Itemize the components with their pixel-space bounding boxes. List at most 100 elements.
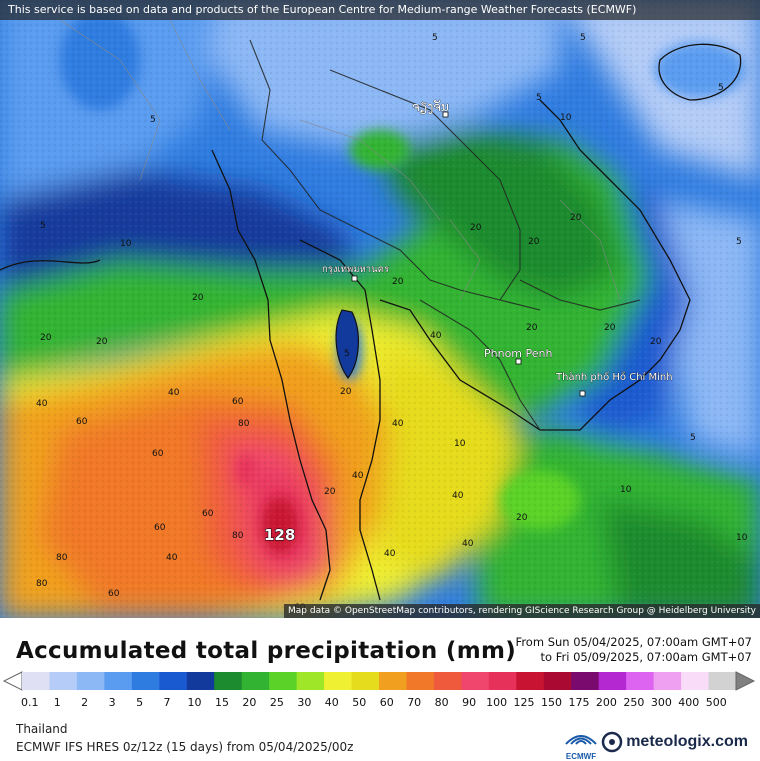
contour-label: 20	[40, 333, 52, 343]
legend-swatch	[406, 672, 435, 690]
legend-tick-label: 25	[270, 696, 284, 709]
legend-swatch	[379, 672, 407, 690]
precipitation-map[interactable]: 5 5 10 20 20 20 40 40 60 60 60 80 60 60 …	[0, 0, 760, 618]
lake-tonle-sap	[335, 309, 359, 380]
admin-borders	[59, 19, 621, 301]
legend-tick-label: 60	[380, 696, 394, 709]
time-period: From Sun 05/04/2025, 07:00am GMT+07 to F…	[516, 635, 752, 665]
legend-tick-label: 2	[81, 696, 88, 709]
contour-label: 60	[232, 397, 244, 407]
legend-tick-label: 200	[596, 696, 617, 709]
legend-arrow-right	[735, 671, 756, 691]
contour-label: 10	[120, 239, 132, 249]
legend-swatch	[351, 672, 380, 690]
map-attribution[interactable]: Map data © OpenStreetMap contributors, r…	[284, 604, 760, 618]
contour-label: 10	[560, 113, 572, 123]
contour-label: 60	[152, 449, 164, 459]
legend-swatch	[708, 672, 737, 690]
legend-swatch	[269, 672, 298, 690]
city-marker	[579, 390, 586, 397]
contour-label: 40	[452, 491, 464, 501]
meteologix-brand[interactable]: meteologix.com	[601, 730, 748, 754]
city-labels: ຈຽງຈັນ กรุงเทพมหานคร Phnom Penh Thành ph…	[322, 99, 673, 383]
contour-label: 80	[238, 419, 250, 429]
contour-label: 40	[166, 553, 178, 563]
legend-swatch	[324, 672, 353, 690]
contour-label: 20	[604, 323, 616, 333]
legend-tick-label: 300	[651, 696, 672, 709]
legend-swatch	[681, 672, 710, 690]
ecmwf-text: ECMWF	[565, 752, 597, 761]
contour-label: 80	[56, 553, 68, 563]
contour-label: 10	[454, 439, 466, 449]
legend-tick-label: 500	[706, 696, 727, 709]
legend-swatch	[653, 672, 682, 690]
legend-tick-label: 250	[623, 696, 644, 709]
model-info: ECMWF IFS HRES 0z/12z (15 days) from 05/…	[16, 740, 354, 754]
contour-label: 20	[470, 223, 482, 233]
contour-label: 10	[736, 533, 748, 543]
legend-swatch	[598, 672, 627, 690]
contour-label: 20	[192, 293, 204, 303]
contour-label: 60	[202, 509, 214, 519]
legend-tick-label: 150	[541, 696, 562, 709]
legend-swatch	[516, 672, 545, 690]
city-marker	[515, 358, 522, 365]
legend-tick-label: 1	[54, 696, 61, 709]
contour-label: 60	[108, 589, 120, 599]
meteologix-text: meteologix.com	[626, 733, 748, 750]
contour-label: 5	[432, 33, 438, 43]
contour-label: 5	[536, 93, 542, 103]
contour-labels: 5 5 10 20 20 20 40 40 60 60 60 80 60 60 …	[36, 33, 748, 613]
contour-label: 40	[168, 388, 180, 398]
contour-label: 5	[736, 237, 742, 247]
legend-swatch	[433, 672, 462, 690]
legend-tick-label: 20	[242, 696, 256, 709]
contour-label: 60	[154, 523, 166, 533]
legend-tick-label: 30	[297, 696, 311, 709]
legend-tick-label: 40	[325, 696, 339, 709]
legend-swatch	[461, 672, 490, 690]
contour-label: 80	[232, 531, 244, 541]
legend-swatch	[131, 672, 160, 690]
contour-label: 5	[344, 349, 350, 359]
city-label: Phnom Penh	[484, 347, 552, 360]
legend-tick-label: 400	[678, 696, 699, 709]
contour-label: 80	[36, 579, 48, 589]
contour-label: 5	[150, 115, 156, 125]
contour-label: 20	[96, 337, 108, 347]
legend-tick-label: 7	[164, 696, 171, 709]
contour-label: 20	[570, 213, 582, 223]
city-marker	[351, 275, 358, 282]
legend-tick-label: 5	[136, 696, 143, 709]
city-markers	[351, 111, 586, 397]
contour-label: 60	[76, 417, 88, 427]
legend-swatch	[76, 672, 105, 690]
legend-tick-label: 15	[215, 696, 229, 709]
legend-tick-label: 3	[109, 696, 116, 709]
legend-tick-label: 80	[435, 696, 449, 709]
legend-tick-label: 175	[568, 696, 589, 709]
contour-label: 20	[516, 513, 528, 523]
color-legend: 0.1 1 2 3 5 7 10 15 20 25 30 40 50 60 70 80 90 100 125 150 1…	[0, 668, 760, 714]
legend-tick-label: 10	[188, 696, 202, 709]
legend-arrow-left	[2, 671, 23, 691]
contour-label: 5	[718, 83, 724, 93]
legend-swatch	[104, 672, 133, 690]
legend-swatch	[214, 672, 243, 690]
contour-label: 20	[528, 237, 540, 247]
legend-swatch	[49, 672, 78, 690]
contour-label: 20	[526, 323, 538, 333]
ecmwf-icon	[565, 735, 597, 745]
legend-tick-label: 70	[407, 696, 421, 709]
precipitation-field: 5 5 10 20 20 20 40 40 60 60 60 80 60 60 …	[0, 0, 760, 618]
contour-label: 10	[620, 485, 632, 495]
city-marker	[442, 111, 449, 118]
contour-label: 20	[324, 487, 336, 497]
contour-label: 40	[384, 549, 396, 559]
contour-label: 20	[650, 337, 662, 347]
legend-tick-label: 50	[352, 696, 366, 709]
city-label: Thành phố Hồ Chí Minh	[555, 371, 673, 383]
max-value-label: 128	[264, 526, 295, 544]
data-source-banner: This service is based on data and produc…	[0, 0, 760, 20]
